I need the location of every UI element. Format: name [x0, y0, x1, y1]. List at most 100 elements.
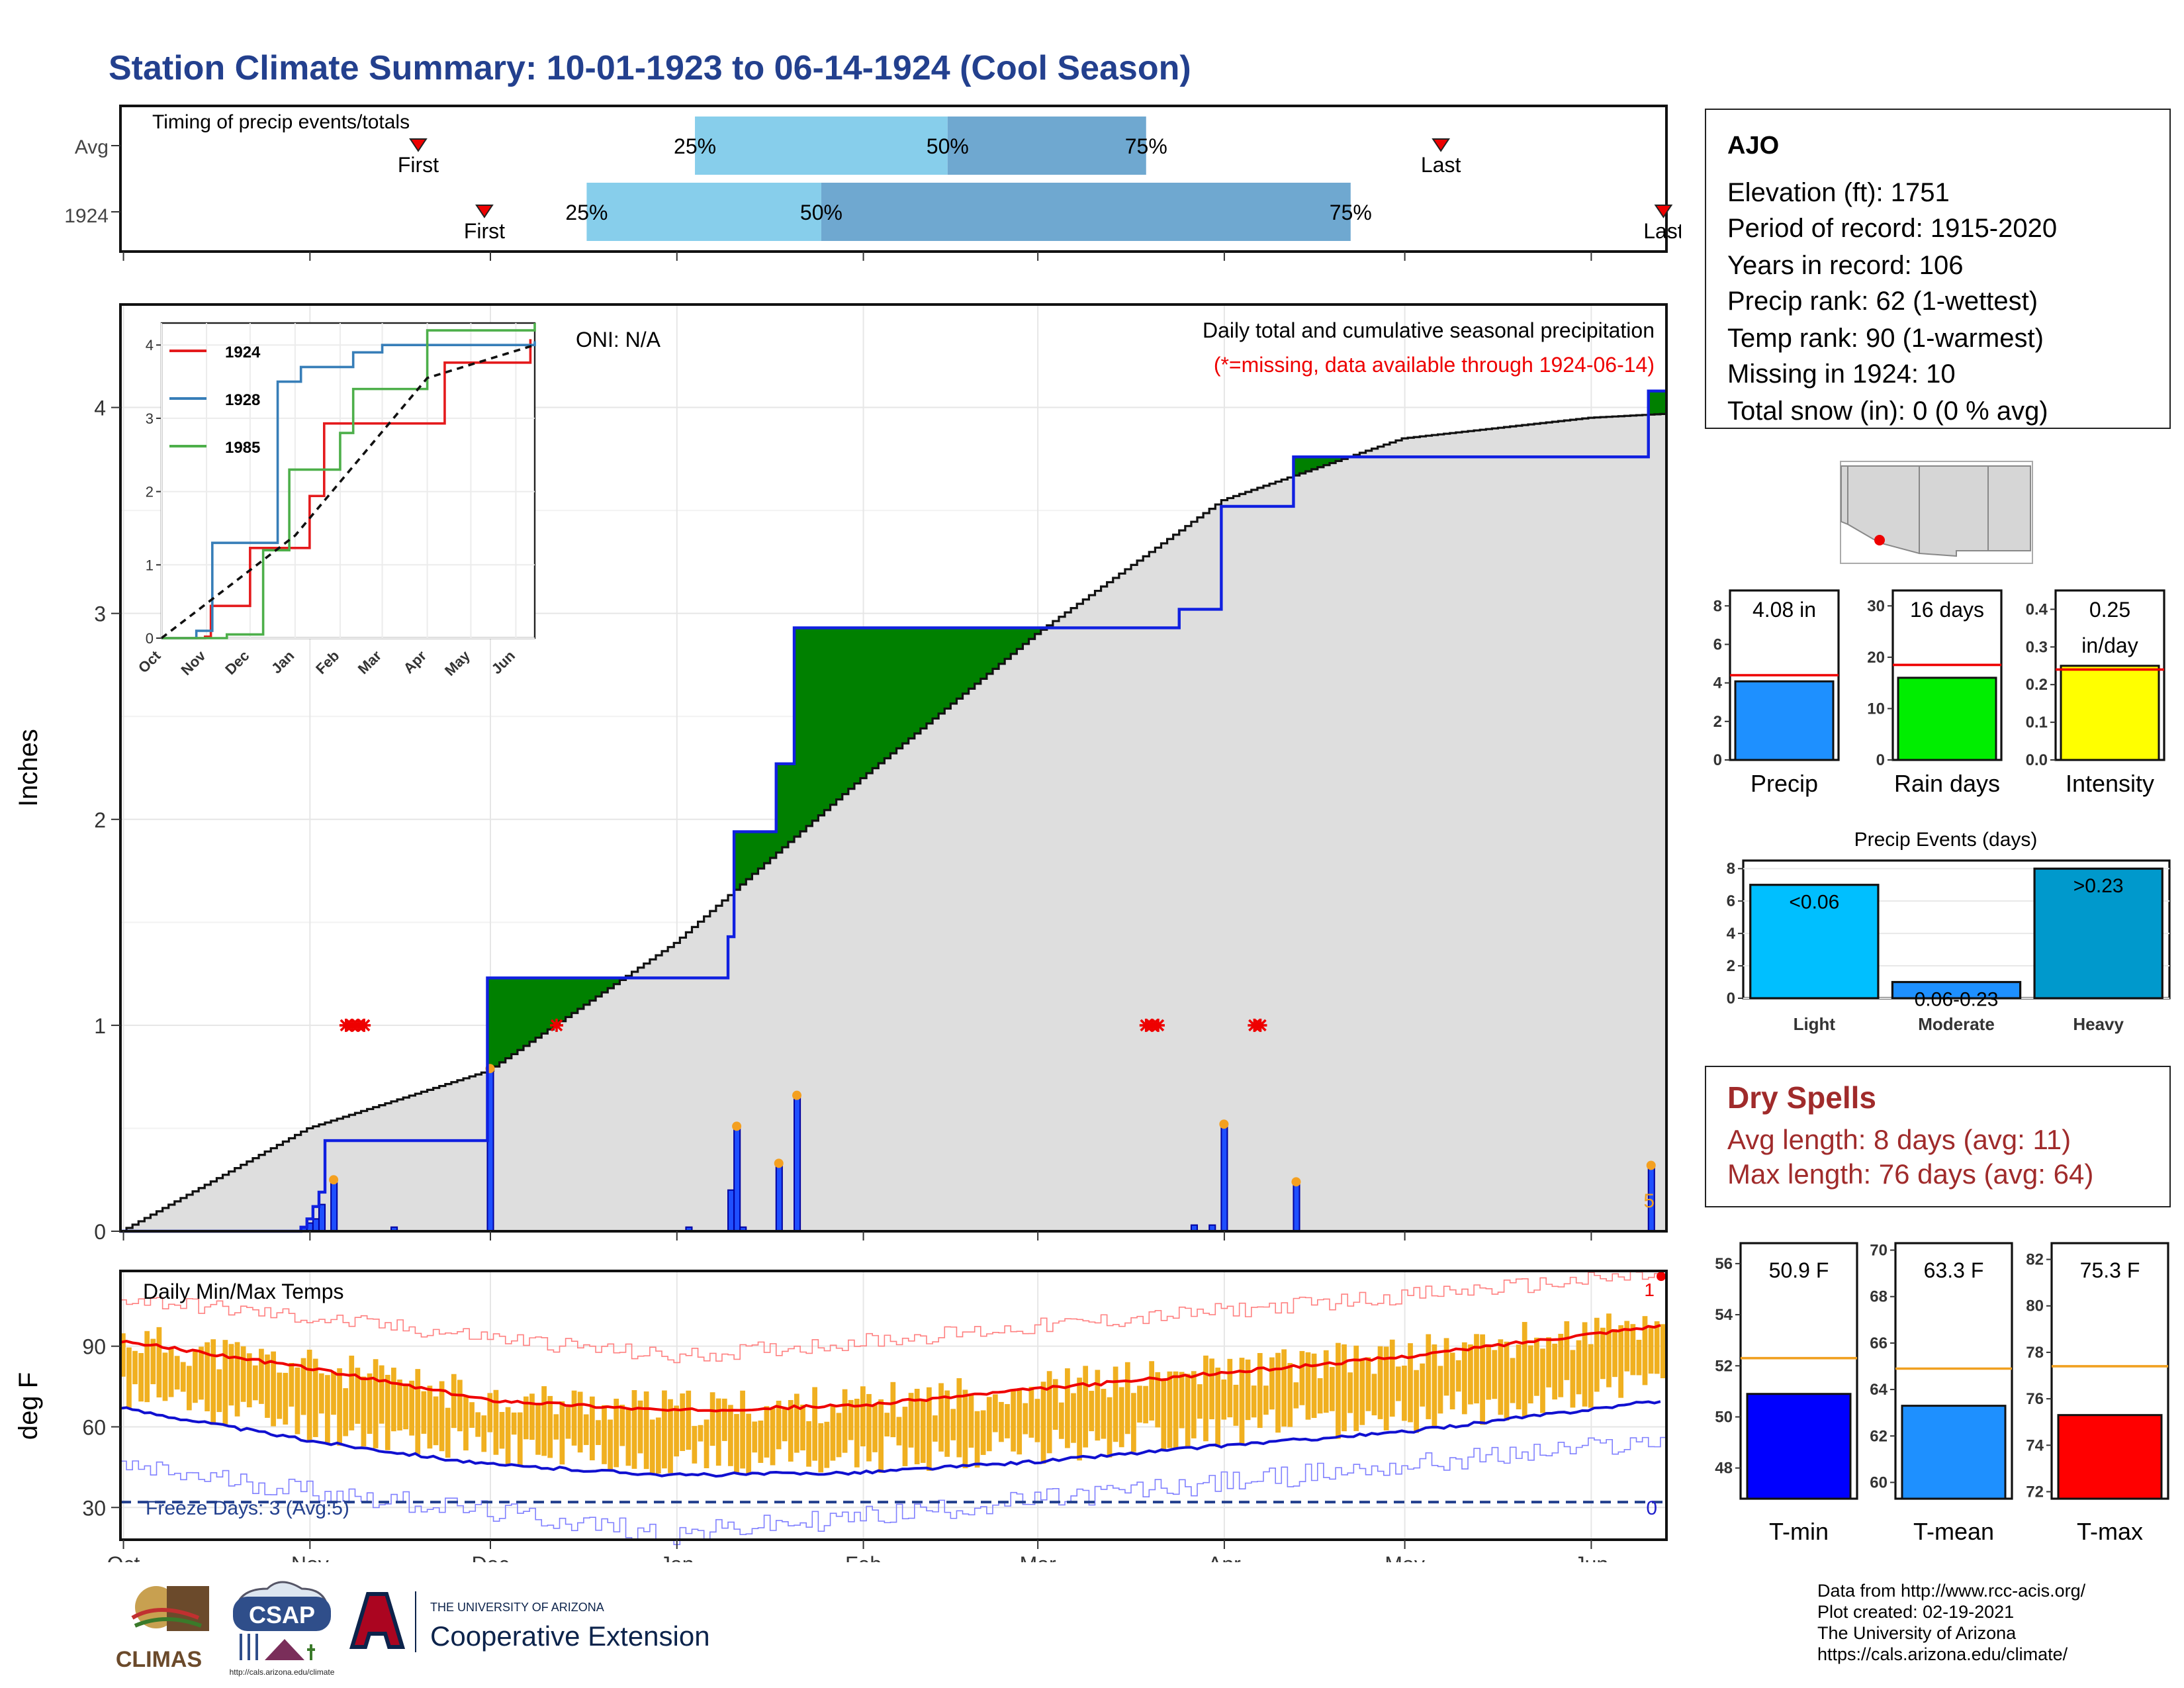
- precip-events-chart: Precip Events (days) 0 2 4 6 8 <0.06 Light 0.06…: [1727, 829, 2171, 1034]
- precip-ytick-label: 0: [94, 1220, 106, 1244]
- summary-value-unit: in/day: [2081, 633, 2138, 657]
- ua-small-text: THE UNIVERSITY OF ARIZONA: [430, 1601, 604, 1614]
- daily-temp-bar: [662, 1390, 667, 1469]
- daily-temp-bar: [144, 1331, 150, 1403]
- daily-temp-bar: [138, 1352, 144, 1402]
- location-map: [1840, 461, 2033, 564]
- daily-temp-bar: [583, 1414, 589, 1445]
- daily-temp-bar: [643, 1391, 649, 1470]
- daily-temp-bar: [980, 1410, 986, 1455]
- daily-temp-bar: [1510, 1358, 1516, 1403]
- temp-summary-ytick-label: 76: [2026, 1390, 2044, 1408]
- surplus-area: [986, 628, 993, 674]
- daily-temp-bar: [631, 1390, 637, 1469]
- surplus-area: [896, 628, 903, 749]
- daily-temp-bar: [1317, 1378, 1323, 1414]
- temp-summary-label: T-min: [1769, 1518, 1829, 1545]
- daily-temp-bar: [1395, 1366, 1401, 1401]
- daily-temp-bar: [974, 1411, 980, 1468]
- timing-p50-label: 50%: [927, 134, 969, 158]
- daily-temp-bar: [421, 1391, 427, 1434]
- events-ytick-label: 8: [1727, 860, 1735, 878]
- daily-temp-bar: [259, 1348, 264, 1404]
- surplus-area: [1299, 457, 1306, 474]
- daily-precip-bar: [330, 1179, 338, 1232]
- surplus-area: [1329, 457, 1336, 463]
- station-period: Period of record: 1915-2020: [1727, 214, 2058, 244]
- temp-summary-ytick-label: 78: [2026, 1344, 2044, 1362]
- daily-temp-bar: [1636, 1339, 1642, 1376]
- daily-temp-bar: [920, 1401, 926, 1463]
- temp-corner-hi: 1: [1644, 1280, 1655, 1300]
- daily-precip-bar: [1293, 1181, 1300, 1233]
- daily-temp-bar: [1516, 1344, 1522, 1410]
- daily-temp-bar: [812, 1387, 818, 1461]
- daily-temp-bar: [776, 1401, 782, 1450]
- temp-summary-value: 63.3 F: [1924, 1258, 1984, 1282]
- surplus-area: [758, 831, 765, 869]
- events-title: Precip Events (days): [1854, 829, 2038, 851]
- daily-precip-dot: [1219, 1119, 1229, 1129]
- timing-first-label: First: [464, 219, 505, 243]
- timing-first-marker: [475, 205, 494, 218]
- daily-temp-bar: [391, 1368, 396, 1432]
- surplus-area: [1660, 391, 1667, 414]
- event-bar-label: >0.23: [2073, 875, 2124, 897]
- daily-precip-bar: [733, 1125, 741, 1233]
- surplus-area: [933, 628, 939, 719]
- daily-temp-bar: [343, 1388, 349, 1436]
- surplus-area: [926, 628, 933, 724]
- summary-ytick-label: 0.2: [2026, 676, 2048, 694]
- daily-temp-bar: [216, 1369, 222, 1413]
- summary-ytick-label: 30: [1867, 597, 1885, 615]
- daily-temp-bar: [1443, 1338, 1449, 1396]
- temp-panel: 30 60 90 deg F Daily Min/Max Temps Freeze …: [14, 1270, 1668, 1562]
- ua-big-text: Cooperative Extension: [430, 1620, 710, 1652]
- daily-temp-bar: [289, 1362, 295, 1407]
- timing-label: Timing of precip events/totals: [152, 111, 410, 133]
- daily-temp-bar: [1449, 1352, 1455, 1410]
- daily-temp-bar: [878, 1399, 884, 1474]
- daily-temp-bar: [1118, 1387, 1124, 1448]
- daily-precip-dot: [774, 1158, 784, 1168]
- daily-temp-bar: [1594, 1317, 1600, 1392]
- daily-temp-bar: [427, 1385, 433, 1449]
- daily-temp-bar: [1540, 1348, 1545, 1413]
- daily-temp-bar: [1618, 1325, 1624, 1398]
- missing-note: (*=missing, data available through 1924-…: [1214, 353, 1655, 377]
- surplus-area: [752, 831, 759, 874]
- daily-temp-bar: [379, 1365, 385, 1424]
- daily-temp-bar: [415, 1369, 421, 1455]
- station-precip-rank: Precip rank: 62 (1-wettest): [1727, 287, 2038, 316]
- daily-temp-bar: [1203, 1355, 1208, 1442]
- daily-temp-bar: [608, 1419, 613, 1472]
- precip-ylabel: Inches: [14, 729, 43, 807]
- daily-temp-bar: [1197, 1384, 1203, 1419]
- summary-bar-intensity: [2060, 665, 2160, 761]
- daily-temp-bar: [156, 1327, 162, 1398]
- daily-temp-bar: [1058, 1402, 1064, 1439]
- daily-temp-bar: [1576, 1340, 1582, 1395]
- surplus-area: [1017, 628, 1024, 649]
- daily-temp-bar: [1455, 1360, 1461, 1392]
- daily-temp-bar: [1461, 1342, 1467, 1415]
- daily-temp-bar: [933, 1415, 938, 1442]
- temp-summary-ytick-label: 50: [1715, 1408, 1733, 1426]
- temp-summary-ytick-label: 54: [1715, 1306, 1733, 1324]
- surplus-area: [1023, 628, 1030, 644]
- daily-temp-bar: [986, 1397, 992, 1452]
- month-label: May: [1385, 1552, 1424, 1562]
- daily-temp-bar: [1293, 1382, 1299, 1409]
- daily-temp-bar: [312, 1358, 318, 1437]
- surplus-area: [848, 628, 855, 789]
- daily-temp-bar: [162, 1352, 168, 1401]
- daily-temp-bar: [686, 1390, 692, 1450]
- daily-temp-bar: [1305, 1352, 1311, 1420]
- timing-row-label-avg: Avg: [75, 136, 109, 158]
- daily-temp-bar: [126, 1347, 132, 1408]
- event-bar-heavy: [2033, 867, 2163, 1000]
- credit-line-4: https://cals.arizona.edu/climate/: [1817, 1644, 2068, 1664]
- daily-temp-bar: [794, 1393, 799, 1453]
- surplus-area: [968, 628, 976, 689]
